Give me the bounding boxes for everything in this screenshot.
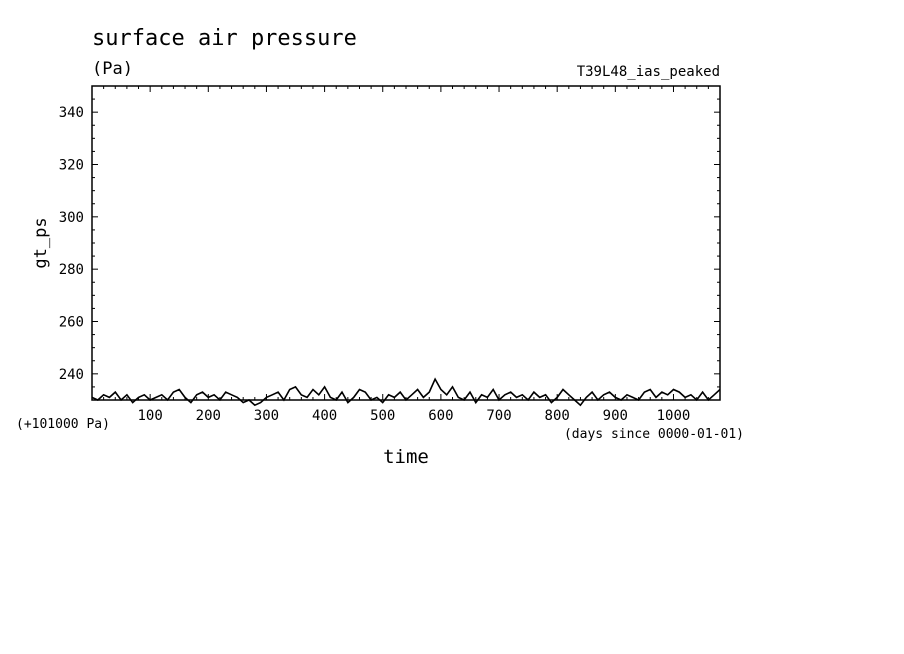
x-tick-labels: 100 200 300 400 500 600 700 800 900 1000 xyxy=(137,408,690,424)
y-tick-label: 260 xyxy=(59,315,84,331)
plot-frame xyxy=(91,85,721,401)
x-units-label: (days since 0000-01-01) xyxy=(564,427,744,442)
x-tick-label: 500 xyxy=(370,408,395,424)
x-tick-label: 1000 xyxy=(657,408,691,424)
x-axis-label: time xyxy=(383,446,429,468)
x-tick-label: 100 xyxy=(137,408,162,424)
x-tick-label: 900 xyxy=(603,408,628,424)
series-line xyxy=(91,377,721,407)
chart-units: (Pa) xyxy=(92,59,133,79)
y-tick-label: 280 xyxy=(59,262,84,278)
y-tick-label: 320 xyxy=(59,158,84,174)
y-tick-label: 300 xyxy=(59,210,84,226)
x-tick-label: 700 xyxy=(486,408,511,424)
y-tick-labels: 240 260 280 300 320 340 xyxy=(59,105,84,383)
chart-title: surface air pressure xyxy=(92,26,357,51)
y-axis-label: gt_ps xyxy=(31,217,51,268)
axis-ticks xyxy=(92,85,720,401)
x-tick-label: 600 xyxy=(428,408,453,424)
x-tick-label: 200 xyxy=(196,408,221,424)
experiment-label: T39L48_ias_peaked xyxy=(577,64,720,80)
y-offset-label: (+101000 Pa) xyxy=(16,417,110,432)
x-tick-label: 400 xyxy=(312,408,337,424)
y-tick-label: 340 xyxy=(59,105,84,121)
x-tick-label: 300 xyxy=(254,408,279,424)
x-tick-label: 800 xyxy=(545,408,570,424)
y-tick-label: 240 xyxy=(59,367,84,383)
